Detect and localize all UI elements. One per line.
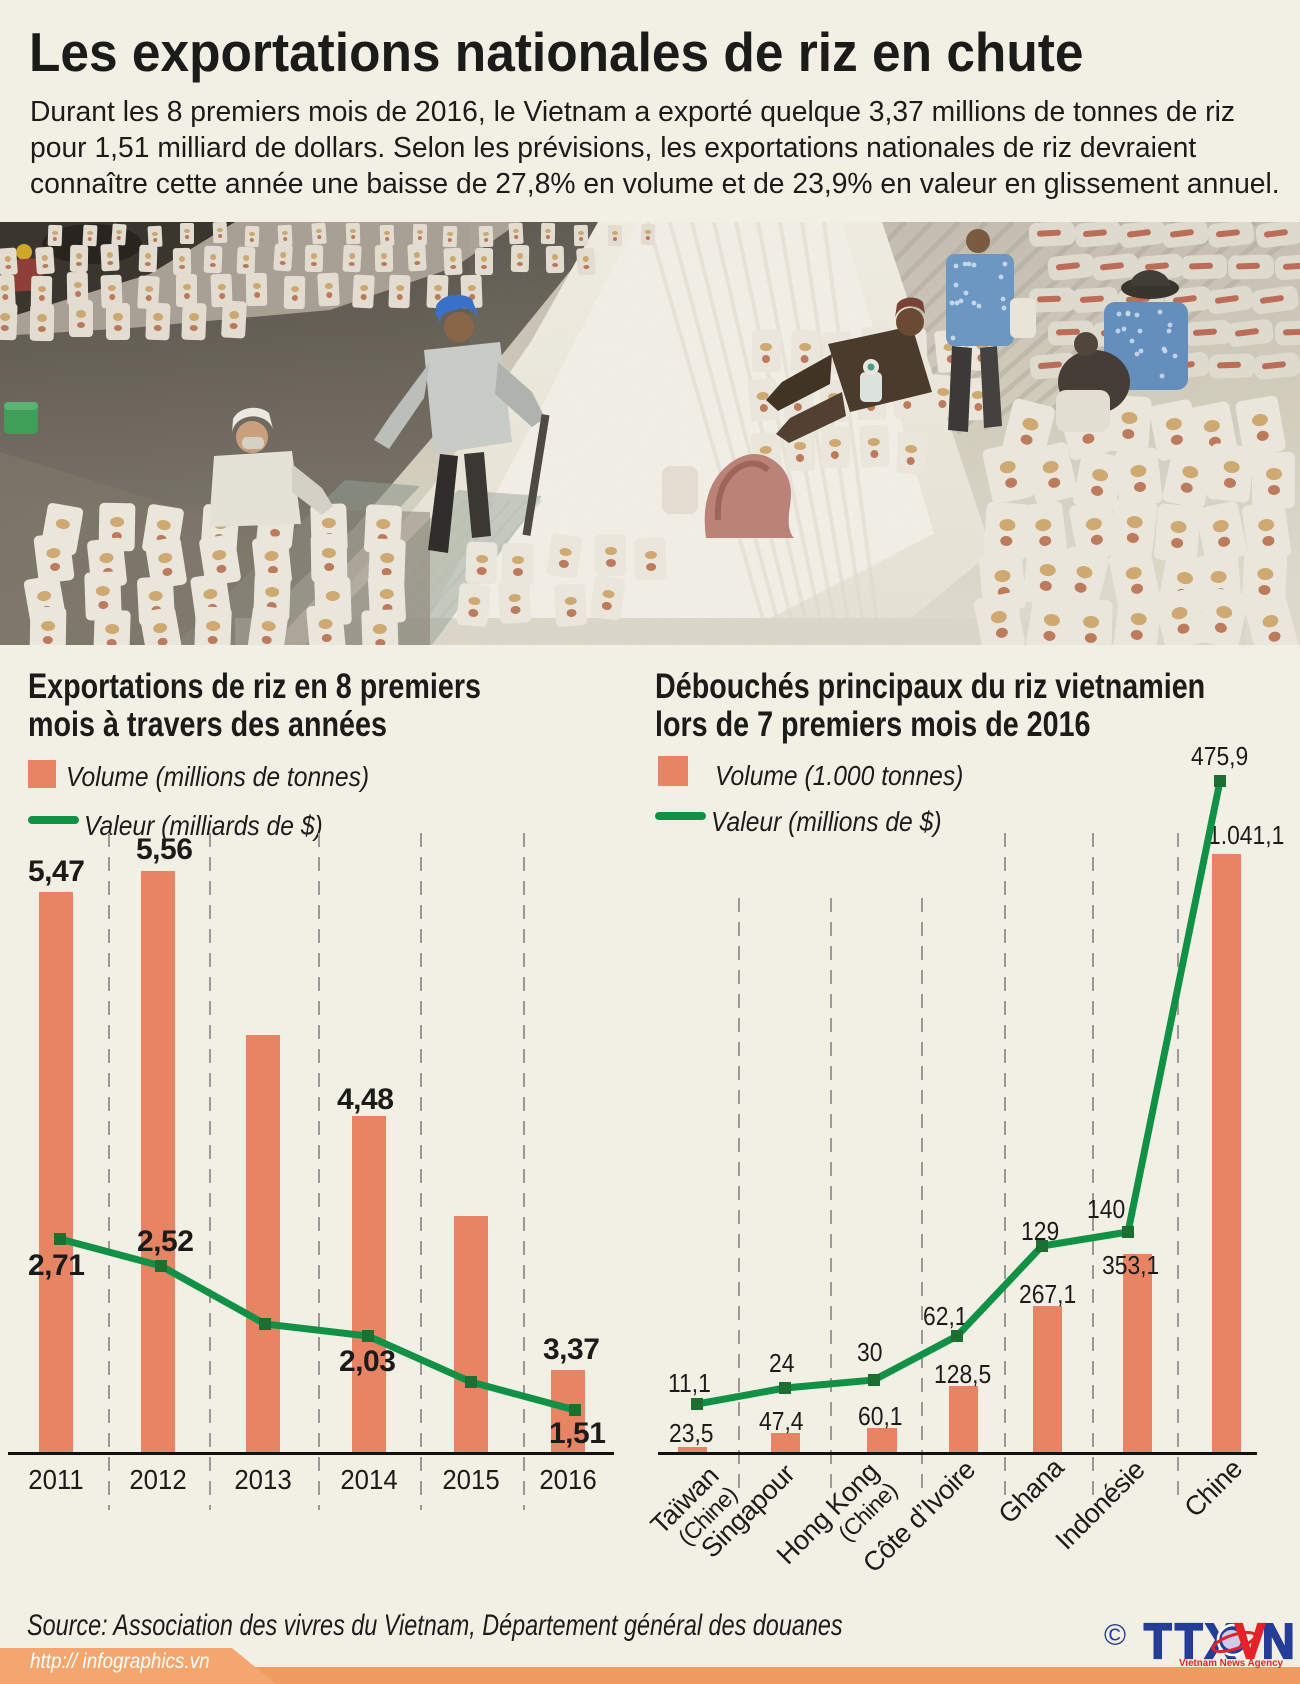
svg-text:Vietnam News Agency: Vietnam News Agency <box>1179 1658 1284 1669</box>
svg-text:©: © <box>1104 1619 1126 1652</box>
svg-text:T: T <box>1144 1613 1172 1668</box>
svg-text:T: T <box>1175 1613 1203 1668</box>
svg-text:N: N <box>1262 1613 1295 1668</box>
